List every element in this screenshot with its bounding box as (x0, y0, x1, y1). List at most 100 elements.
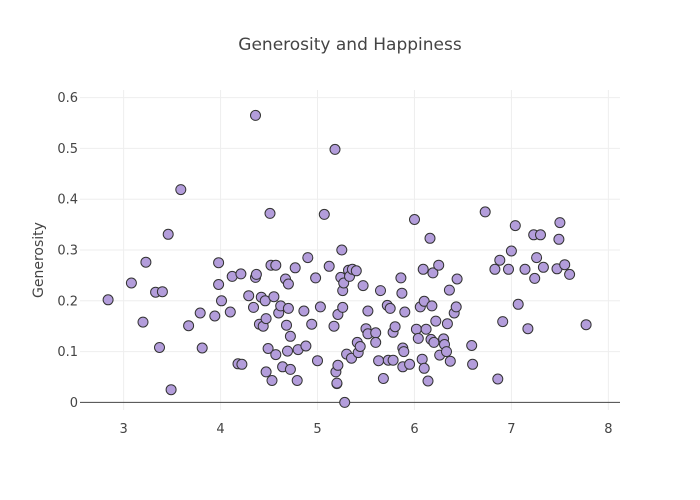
data-point[interactable] (213, 279, 225, 290)
data-point[interactable] (580, 319, 592, 331)
data-point[interactable] (262, 343, 274, 354)
data-point[interactable] (196, 342, 208, 354)
data-point[interactable] (336, 244, 348, 256)
data-point[interactable] (270, 259, 282, 271)
data-point[interactable] (259, 295, 271, 307)
data-point[interactable] (183, 320, 195, 332)
data-point[interactable] (396, 287, 408, 299)
data-point[interactable] (354, 341, 366, 352)
data-point[interactable] (284, 363, 296, 375)
data-point[interactable] (519, 263, 531, 275)
data-point[interactable] (441, 346, 452, 358)
data-point[interactable] (426, 300, 438, 312)
data-point[interactable] (479, 206, 491, 218)
data-point[interactable] (209, 310, 221, 322)
data-point[interactable] (165, 384, 177, 396)
data-point[interactable] (420, 323, 432, 335)
data-point[interactable] (268, 291, 280, 303)
data-point[interactable] (162, 228, 174, 240)
data-point[interactable] (282, 278, 294, 290)
data-point[interactable] (125, 277, 137, 289)
data-point[interactable] (298, 305, 310, 317)
data-point[interactable] (236, 358, 248, 370)
data-point[interactable] (422, 375, 434, 387)
data-point[interactable] (339, 396, 351, 408)
data-point[interactable] (451, 273, 463, 285)
data-point[interactable] (264, 207, 276, 219)
data-point[interactable] (250, 268, 262, 280)
data-point[interactable] (243, 290, 255, 302)
data-point[interactable] (564, 268, 576, 280)
data-point[interactable] (213, 257, 225, 269)
data-point[interactable] (509, 220, 521, 232)
data-point[interactable] (318, 208, 330, 220)
data-point[interactable] (310, 272, 322, 284)
data-point[interactable] (216, 295, 227, 307)
data-point[interactable] (300, 340, 312, 352)
data-point[interactable] (248, 301, 259, 313)
data-point[interactable] (428, 336, 440, 348)
data-point[interactable] (291, 375, 303, 386)
data-point[interactable] (430, 315, 442, 327)
data-point[interactable] (398, 346, 410, 358)
data-point[interactable] (427, 267, 439, 279)
data-point[interactable] (312, 355, 323, 367)
data-point[interactable] (282, 302, 294, 314)
data-point[interactable] (389, 321, 401, 333)
data-point[interactable] (250, 109, 261, 121)
data-point[interactable] (102, 294, 114, 306)
data-point[interactable] (362, 305, 374, 317)
data-point[interactable] (417, 263, 429, 275)
data-point[interactable] (302, 252, 314, 264)
data-point[interactable] (410, 323, 422, 335)
data-point[interactable] (384, 302, 396, 314)
data-point[interactable] (224, 306, 236, 318)
data-point[interactable] (404, 358, 416, 370)
data-point[interactable] (529, 272, 541, 284)
data-point[interactable] (284, 330, 296, 342)
data-point[interactable] (489, 263, 501, 275)
data-point[interactable] (441, 318, 453, 330)
data-point[interactable] (412, 332, 424, 344)
data-point[interactable] (350, 265, 362, 277)
data-point[interactable] (492, 373, 504, 385)
data-point[interactable] (505, 245, 517, 257)
data-point[interactable] (559, 259, 571, 271)
data-point[interactable] (323, 260, 335, 272)
data-point[interactable] (418, 362, 430, 374)
data-point[interactable] (537, 261, 549, 273)
data-point[interactable] (522, 323, 534, 335)
data-point[interactable] (444, 355, 456, 367)
data-point[interactable] (270, 349, 282, 361)
data-point[interactable] (535, 229, 546, 241)
data-point[interactable] (175, 184, 187, 196)
data-point[interactable] (424, 232, 436, 244)
data-point[interactable] (306, 318, 318, 330)
data-point[interactable] (450, 301, 462, 313)
data-point[interactable] (512, 298, 524, 310)
data-point[interactable] (332, 359, 344, 371)
data-point[interactable] (409, 214, 420, 225)
data-point[interactable] (375, 285, 386, 297)
data-point[interactable] (370, 336, 382, 348)
data-point[interactable] (329, 143, 341, 155)
data-point[interactable] (399, 306, 411, 318)
data-point[interactable] (137, 316, 149, 328)
data-point[interactable] (377, 373, 389, 384)
data-point[interactable] (497, 316, 509, 328)
data-point[interactable] (331, 377, 343, 389)
data-point[interactable] (140, 256, 152, 268)
data-point[interactable] (235, 268, 247, 280)
data-point[interactable] (337, 301, 349, 313)
data-point[interactable] (266, 375, 278, 386)
data-point[interactable] (328, 320, 340, 332)
data-point[interactable] (156, 286, 168, 298)
data-point[interactable] (554, 217, 566, 229)
data-point[interactable] (281, 319, 292, 331)
data-point[interactable] (194, 307, 206, 319)
data-point[interactable] (494, 254, 506, 266)
data-point[interactable] (289, 262, 301, 274)
data-point[interactable] (314, 301, 326, 313)
data-point[interactable] (531, 252, 543, 264)
data-point[interactable] (260, 313, 272, 325)
